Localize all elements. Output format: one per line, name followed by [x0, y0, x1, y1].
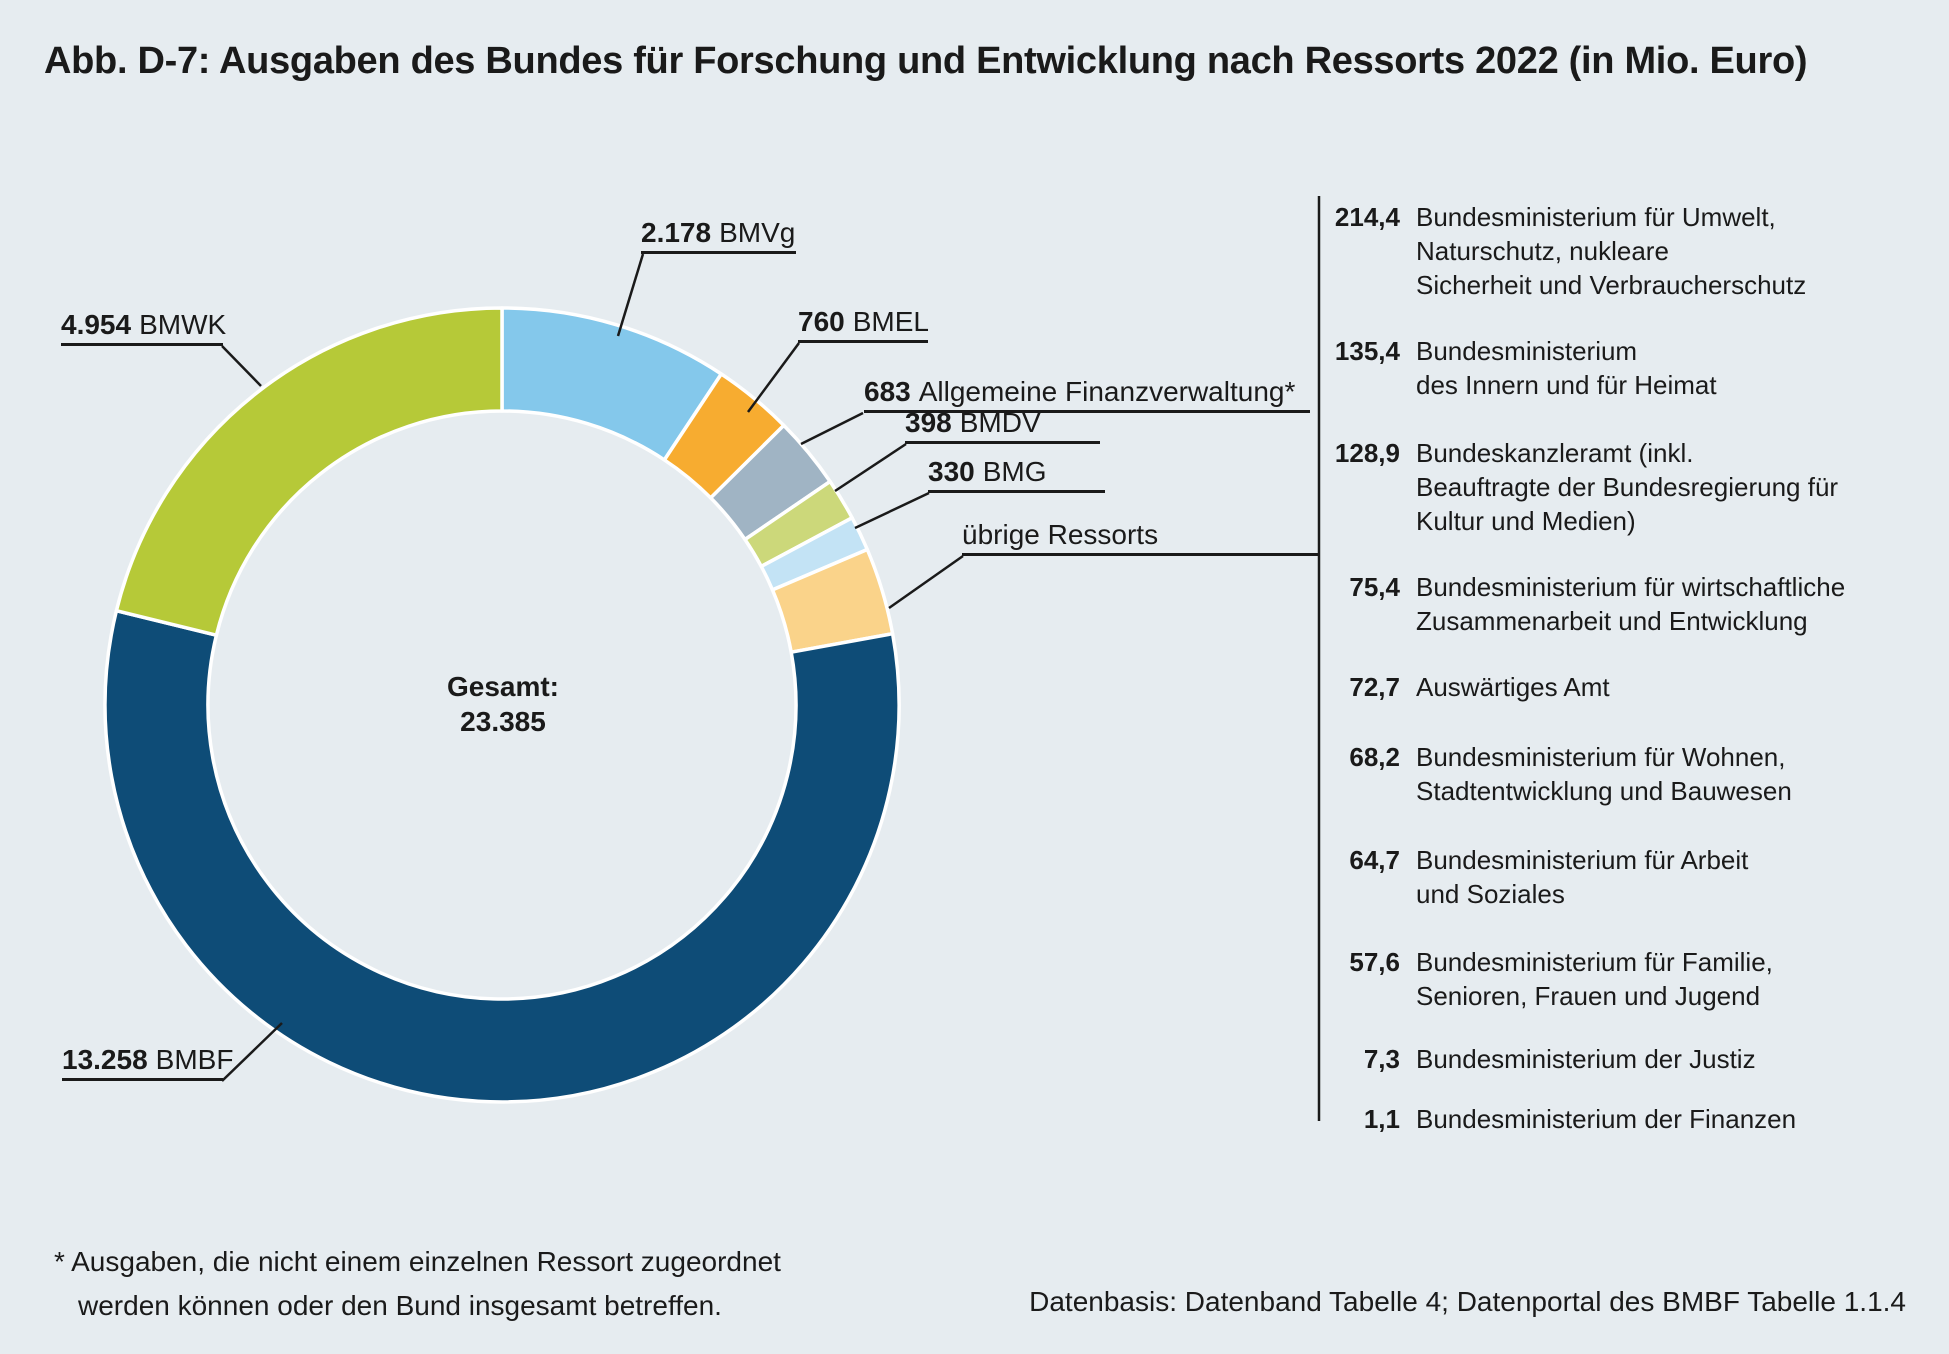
breakdown-label-line: Bundesministerium für Umwelt, — [1416, 202, 1776, 232]
callout-value: 683 — [864, 376, 911, 407]
breakdown-label-line: Bundesministerium der Finanzen — [1416, 1104, 1797, 1134]
leader-line-finanzverwaltung — [800, 411, 864, 446]
breakdown-label: Bundesministerium für Wohnen, Stadtentwic… — [1416, 740, 1792, 808]
breakdown-row: 128,9 Bundeskanzleramt (inkl. Beauftragte … — [1280, 436, 1838, 538]
breakdown-label: Bundesministerium für Umwelt, Naturschutz… — [1416, 200, 1806, 302]
breakdown-value: 128,9 — [1334, 438, 1400, 468]
callout-name: BMWK — [139, 309, 227, 340]
callout-name: übrige Ressorts — [962, 519, 1159, 550]
breakdown-value: 57,6 — [1349, 947, 1400, 977]
callout-name: BMEL — [852, 306, 929, 337]
breakdown-label-line: Kultur und Medien) — [1416, 506, 1636, 536]
breakdown-row: 7,3 Bundesministerium der Justiz — [1280, 1042, 1756, 1076]
breakdown-label-line: Bundesministerium für Wohnen, — [1416, 742, 1786, 772]
callout-bmdv: 398 BMDV — [905, 408, 1100, 444]
breakdown-label-line: Bundesministerium für Familie, — [1416, 947, 1773, 977]
breakdown-row: 57,6 Bundesministerium für Familie, Senior… — [1280, 945, 1773, 1013]
breakdown-label: Bundesministerium für Arbeit und Soziales — [1416, 843, 1748, 911]
breakdown-label: Bundesministerium des Innern und für Heim… — [1416, 334, 1717, 402]
breakdown-value: 135,4 — [1334, 336, 1400, 366]
breakdown-label-line: Naturschutz, nukleare — [1416, 236, 1669, 266]
callout-value: 4.954 — [61, 309, 132, 340]
breakdown-label-line: Sicherheit und Verbraucherschutz — [1416, 270, 1807, 300]
breakdown-label-line: Bundesministerium der Justiz — [1416, 1044, 1756, 1074]
donut-slice-bmbf — [103, 608, 901, 1104]
breakdown-row: 68,2 Bundesministerium für Wohnen, Stadten… — [1280, 740, 1792, 808]
breakdown-label-line: Bundesministerium für Arbeit — [1416, 845, 1749, 875]
breakdown-label-line: Auswärtiges Amt — [1416, 672, 1610, 702]
breakdown-row: 1,1 Bundesministerium der Finanzen — [1280, 1102, 1796, 1136]
callout-bmel: 760 BMEL — [798, 306, 929, 343]
donut-center-total: 23.385 — [460, 706, 546, 737]
breakdown-row: 135,4 Bundesministerium des Innern und für… — [1280, 334, 1717, 402]
breakdown-label-line: Bundeskanzleramt (inkl. — [1416, 438, 1694, 468]
footnote-line-2: werden können oder den Bund insgesamt be… — [78, 1290, 722, 1321]
breakdown-row: 64,7 Bundesministerium für Arbeit und Sozi… — [1280, 843, 1748, 911]
figure-title: Abb. D-7: Ausgaben des Bundes für Forsch… — [44, 40, 1808, 82]
callout-value: 760 — [798, 306, 845, 337]
breakdown-label-line: Beauftragte der Bundesregierung für — [1416, 472, 1839, 502]
callout-name: BMG — [982, 456, 1047, 487]
donut-center-label: Gesamt: 23.385 — [353, 669, 653, 739]
leader-line-uebrige — [888, 554, 964, 610]
breakdown-row: 72,7 Auswärtiges Amt — [1280, 670, 1610, 704]
breakdown-value: 72,7 — [1349, 672, 1400, 702]
breakdown-label-line: Senioren, Frauen und Jugend — [1416, 981, 1761, 1011]
breakdown-label-line: Zusammenarbeit und Entwicklung — [1416, 606, 1808, 636]
breakdown-row: 75,4 Bundesministerium für wirtschaftlich… — [1280, 570, 1845, 638]
donut-center-caption: Gesamt: — [446, 671, 560, 702]
callout-finanzverwaltung: 683 Allgemeine Finanzverwaltung* — [864, 377, 1310, 413]
breakdown-label-line: des Innern und für Heimat — [1416, 370, 1717, 400]
breakdown-label: Bundesministerium der Finanzen — [1416, 1102, 1796, 1136]
callout-name: BMVg — [719, 217, 796, 248]
breakdown-label-line: und Soziales — [1416, 879, 1565, 909]
callout-bmbf: 13.258 BMBF — [62, 1044, 233, 1081]
callout-uebrige: übrige Ressorts — [962, 520, 1319, 556]
callout-name: Allgemeine Finanzverwaltung* — [918, 376, 1296, 407]
callout-value: 330 — [928, 456, 975, 487]
callout-bmg: 330 BMG — [928, 457, 1105, 493]
callout-name: BMBF — [155, 1044, 234, 1075]
breakdown-label: Auswärtiges Amt — [1416, 670, 1610, 704]
breakdown-label: Bundeskanzleramt (inkl. Beauftragte der B… — [1416, 436, 1838, 538]
leader-line-bmvg — [616, 253, 645, 337]
footnote: * Ausgaben, die nicht einem einzelnen Re… — [54, 1240, 781, 1328]
leader-line-bmel — [746, 342, 801, 413]
callout-name: BMDV — [959, 407, 1041, 438]
breakdown-value: 7,3 — [1363, 1044, 1400, 1074]
donut-slice-bmwk — [114, 306, 504, 637]
breakdown-label: Bundesministerium der Justiz — [1416, 1042, 1756, 1076]
breakdown-label-line: Bundesministerium für wirtschaftliche — [1416, 572, 1846, 602]
breakdown-value: 75,4 — [1349, 572, 1400, 602]
breakdown-value: 68,2 — [1349, 742, 1400, 772]
leader-line-bmdv — [834, 442, 907, 493]
callout-value: 2.178 — [641, 217, 712, 248]
breakdown-value: 214,4 — [1334, 202, 1400, 232]
leader-line-bmg — [854, 491, 930, 530]
source-note: Datenbasis: Datenband Tabelle 4; Datenpo… — [1029, 1286, 1906, 1317]
callout-bmwk: 4.954 BMWK — [61, 309, 227, 346]
breakdown-value: 1,1 — [1363, 1104, 1400, 1134]
breakdown-label: Bundesministerium für wirtschaftliche Zus… — [1416, 570, 1845, 638]
callout-bmvg: 2.178 BMVg — [641, 218, 796, 254]
breakdown-label-line: Bundesministerium — [1416, 336, 1638, 366]
breakdown-label-line: Stadtentwicklung und Bauwesen — [1416, 776, 1792, 806]
breakdown-value: 64,7 — [1349, 845, 1400, 875]
breakdown-label: Bundesministerium für Familie, Senioren, … — [1416, 945, 1773, 1013]
leader-line-bmbf — [221, 1022, 283, 1082]
callout-value: 13.258 — [62, 1044, 148, 1075]
callout-value: 398 — [905, 407, 952, 438]
leader-line-bmwk — [221, 345, 262, 387]
breakdown-row: 214,4 Bundesministerium für Umwelt, Naturs… — [1280, 200, 1806, 302]
footnote-line-1: * Ausgaben, die nicht einem einzelnen Re… — [54, 1246, 781, 1277]
